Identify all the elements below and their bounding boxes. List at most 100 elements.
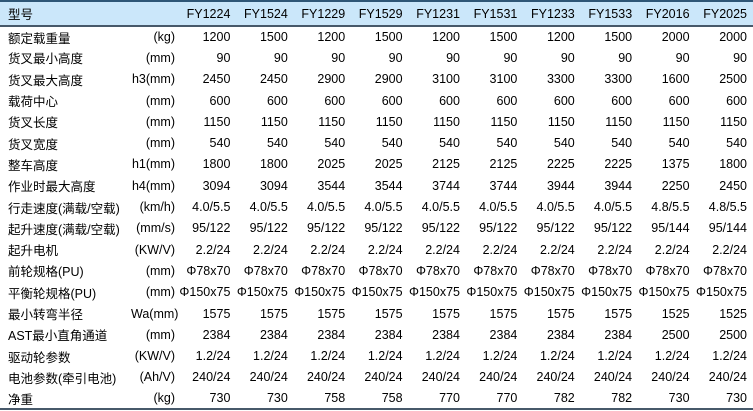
spec-value-cell: 240/24 xyxy=(236,366,294,389)
spec-value-cell: 2384 xyxy=(293,324,352,346)
spec-value-cell: 600 xyxy=(695,89,753,112)
model-column-header: FY1231 xyxy=(408,1,466,27)
spec-value-cell: 540 xyxy=(408,132,466,154)
spec-row: 最小转弯半径 Wa(mm) 1575 1575 1575 1575 1575 1575 1575… xyxy=(0,302,753,325)
spec-value-cell: Φ150x75 xyxy=(465,281,524,303)
spec-value-cell: 2.2/24 xyxy=(236,238,294,261)
spec-value-cell: 90 xyxy=(523,47,581,69)
spec-value-cell: 1.2/24 xyxy=(351,345,409,367)
spec-value-cell: 600 xyxy=(580,89,639,112)
spec-value-cell: Φ150x75 xyxy=(408,281,466,303)
spec-value-cell: Φ78x70 xyxy=(408,260,466,282)
spec-value-cell: 90 xyxy=(695,47,753,69)
spec-unit-cell: (KW/V) xyxy=(131,238,180,261)
spec-value-cell: 730 xyxy=(179,388,237,410)
spec-value-cell: 540 xyxy=(523,132,581,154)
spec-row: 电池参数(牵引电池) (Ah/V) 240/24 240/24 240/24 240/24… xyxy=(0,366,753,389)
spec-value-cell: 782 xyxy=(580,388,639,410)
spec-label-cell: 前轮规格(PU) xyxy=(0,260,132,282)
spec-value-cell: 2384 xyxy=(179,324,237,346)
spec-value-cell: 95/144 xyxy=(695,217,753,239)
spec-value-cell: 2.2/24 xyxy=(695,238,753,261)
spec-row: 起升电机 (KW/V) 2.2/24 2.2/24 2.2/24 2.2/24 2.2/24… xyxy=(0,238,753,261)
spec-value-cell: 540 xyxy=(236,132,294,154)
spec-value-cell: 2450 xyxy=(179,68,237,90)
spec-value-cell: 3100 xyxy=(465,68,524,90)
spec-unit-cell: (km/h) xyxy=(131,196,180,218)
spec-value-cell: 2.2/24 xyxy=(293,238,352,261)
spec-value-cell: 600 xyxy=(523,89,581,112)
spec-value-cell: 600 xyxy=(236,89,294,112)
spec-value-cell: Φ150x75 xyxy=(293,281,352,303)
spec-value-cell: Φ150x75 xyxy=(580,281,639,303)
spec-value-cell: 2900 xyxy=(351,68,409,90)
spec-value-cell: 730 xyxy=(236,388,294,410)
spec-unit-cell: (mm) xyxy=(131,324,180,346)
model-column-header: FY1233 xyxy=(523,1,581,27)
spec-unit-cell: (mm) xyxy=(131,89,180,112)
spec-value-cell: 1200 xyxy=(179,26,237,48)
spec-value-cell: 2500 xyxy=(695,68,753,90)
spec-value-cell: 2384 xyxy=(465,324,524,346)
spec-unit-cell: (mm) xyxy=(131,281,180,303)
spec-value-cell: 90 xyxy=(408,47,466,69)
spec-value-cell: 600 xyxy=(293,89,352,112)
spec-value-cell: 4.0/5.5 xyxy=(523,196,581,218)
spec-value-cell: 2250 xyxy=(638,175,696,197)
spec-value-cell: 1575 xyxy=(465,302,524,325)
spec-table-body: 额定载重量 (kg) 1200 1500 1200 1500 1200 1500 1200 150… xyxy=(0,26,753,410)
spec-value-cell: Φ78x70 xyxy=(293,260,352,282)
spec-value-cell: 1.2/24 xyxy=(638,345,696,367)
spec-label-cell: 行走速度(满载/空载) xyxy=(0,196,132,218)
spec-value-cell: Φ78x70 xyxy=(695,260,753,282)
spec-value-cell: 3094 xyxy=(179,175,237,197)
spec-value-cell: 90 xyxy=(351,47,409,69)
spec-value-cell: 1800 xyxy=(236,153,294,176)
spec-label-cell: 额定载重量 xyxy=(0,26,132,48)
spec-value-cell: 240/24 xyxy=(695,366,753,389)
spec-label-cell: 货叉最大高度 xyxy=(0,68,132,90)
spec-value-cell: 1.2/24 xyxy=(236,345,294,367)
spec-value-cell: 95/122 xyxy=(465,217,524,239)
spec-value-cell: 540 xyxy=(179,132,237,154)
spec-unit-cell: (mm) xyxy=(131,47,180,69)
spec-value-cell: 3944 xyxy=(523,175,581,197)
spec-value-cell: 4.0/5.5 xyxy=(465,196,524,218)
spec-value-cell: 540 xyxy=(351,132,409,154)
spec-value-cell: Φ150x75 xyxy=(179,281,237,303)
spec-value-cell: 3100 xyxy=(408,68,466,90)
spec-unit-cell: (mm/s) xyxy=(131,217,180,239)
spec-value-cell: 2384 xyxy=(408,324,466,346)
spec-value-cell: 90 xyxy=(638,47,696,69)
spec-value-cell: 2.2/24 xyxy=(465,238,524,261)
spec-value-cell: 540 xyxy=(638,132,696,154)
spec-value-cell: 90 xyxy=(465,47,524,69)
spec-value-cell: 1150 xyxy=(236,111,294,133)
spec-label-cell: 起升电机 xyxy=(0,238,132,261)
spec-value-cell: 1575 xyxy=(179,302,237,325)
spec-value-cell: 1200 xyxy=(523,26,581,48)
spec-row: 货叉宽度 (mm) 540 540 540 540 540 540 540 540 540 540 xyxy=(0,132,753,154)
spec-value-cell: 2025 xyxy=(351,153,409,176)
spec-row: 货叉最小高度 (mm) 90 90 90 90 90 90 90 90 90 90 xyxy=(0,47,753,69)
spec-value-cell: 1800 xyxy=(695,153,753,176)
spec-value-cell: 2.2/24 xyxy=(408,238,466,261)
spec-value-cell: 2225 xyxy=(523,153,581,176)
spec-value-cell: 4.8/5.5 xyxy=(638,196,696,218)
spec-value-cell: 90 xyxy=(179,47,237,69)
spec-value-cell: 2125 xyxy=(408,153,466,176)
spec-value-cell: 3544 xyxy=(351,175,409,197)
spec-value-cell: 240/24 xyxy=(523,366,581,389)
spec-unit-cell: h3(mm) xyxy=(131,68,180,90)
spec-value-cell: 540 xyxy=(580,132,639,154)
spec-value-cell: 1575 xyxy=(523,302,581,325)
spec-value-cell: 3544 xyxy=(293,175,352,197)
spec-value-cell: 2500 xyxy=(638,324,696,346)
spec-value-cell: 95/122 xyxy=(523,217,581,239)
spec-value-cell: Φ150x75 xyxy=(236,281,294,303)
spec-value-cell: 770 xyxy=(465,388,524,410)
spec-value-cell: 2384 xyxy=(523,324,581,346)
spec-value-cell: 4.0/5.5 xyxy=(179,196,237,218)
spec-value-cell: 3744 xyxy=(408,175,466,197)
spec-value-cell: 2450 xyxy=(695,175,753,197)
